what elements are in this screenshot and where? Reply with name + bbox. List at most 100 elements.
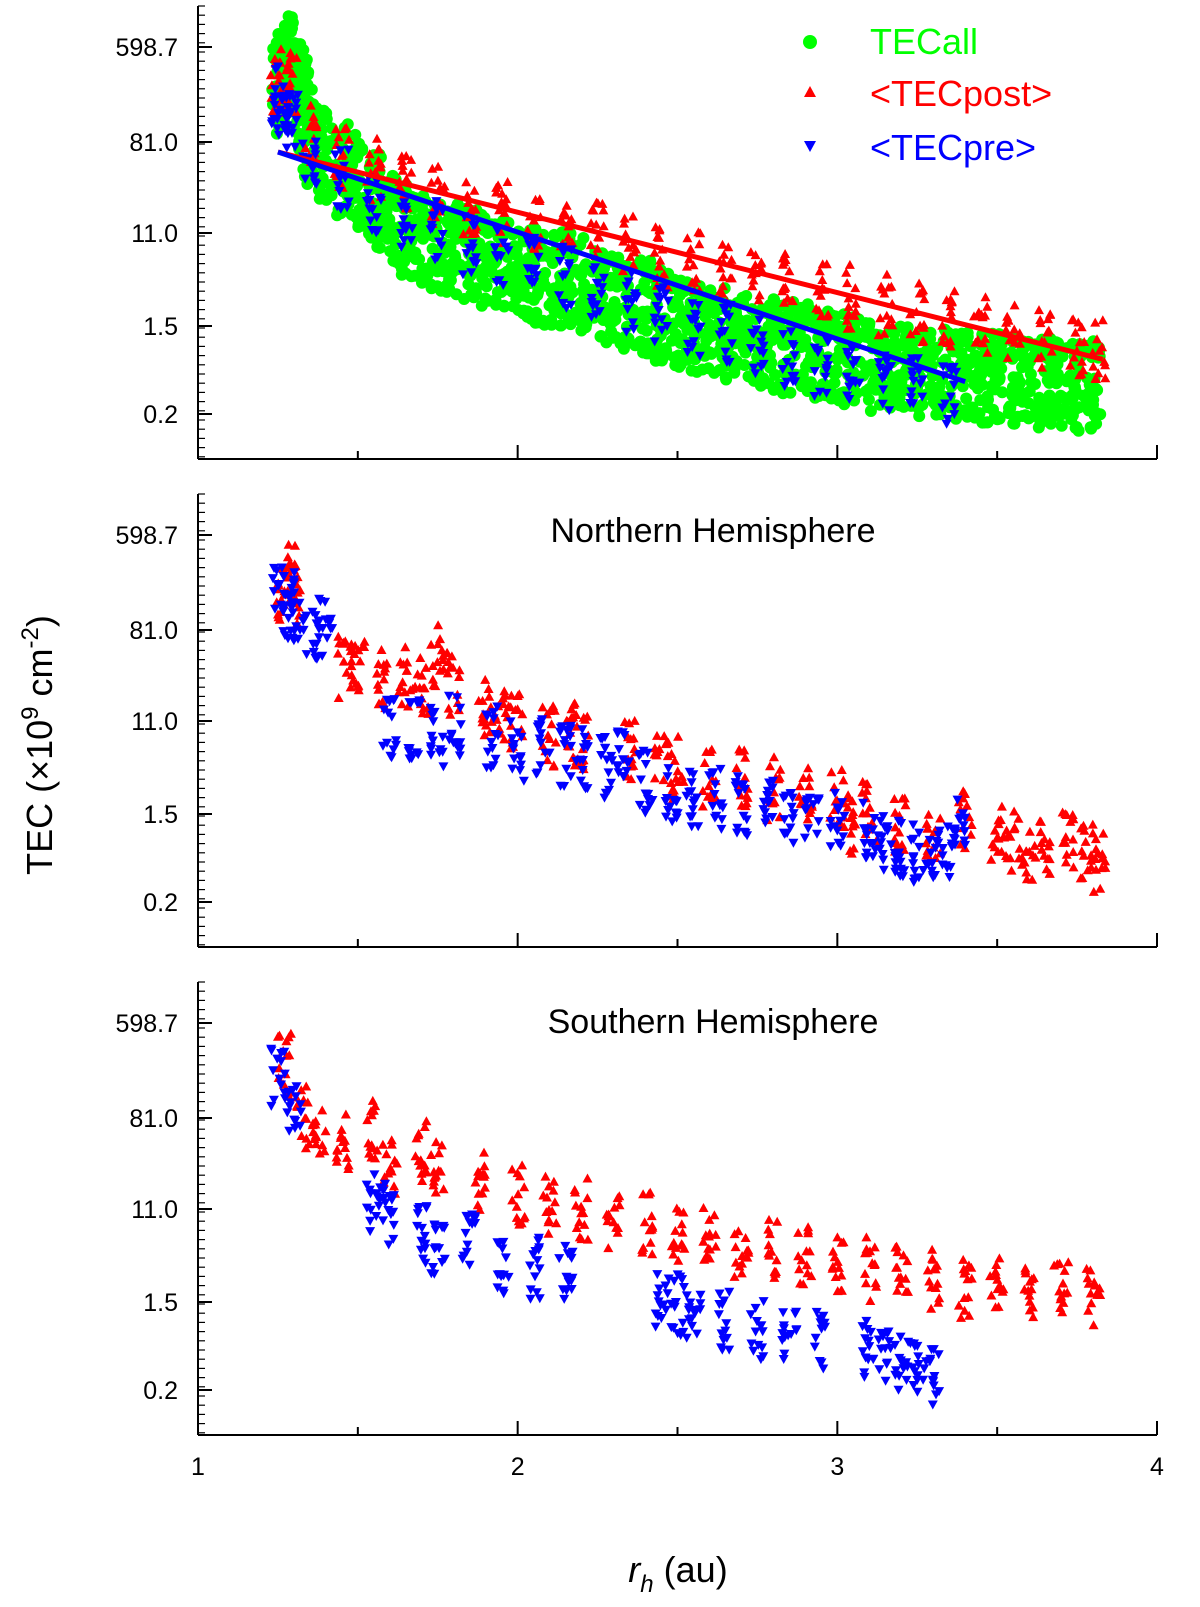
data-point	[548, 1176, 559, 1186]
data-point	[548, 761, 559, 771]
data-point	[732, 823, 743, 833]
data-point	[314, 633, 324, 643]
data-point	[703, 781, 714, 791]
data-point	[715, 263, 726, 273]
data-point	[1009, 806, 1020, 816]
data-point	[743, 1245, 754, 1255]
data-point	[745, 247, 756, 257]
data-point	[893, 1385, 904, 1395]
data-point	[769, 752, 779, 762]
data-point	[462, 278, 475, 291]
data-point	[543, 730, 553, 740]
data-point	[768, 776, 778, 786]
data-point	[413, 1130, 424, 1140]
data-point	[629, 715, 640, 725]
data-point	[879, 372, 890, 382]
x-axis-title-symbol: r	[628, 1549, 642, 1590]
data-point	[600, 743, 611, 753]
data-point	[496, 197, 507, 207]
data-point	[289, 568, 300, 578]
data-point	[716, 824, 727, 834]
data-point	[434, 237, 444, 247]
data-point	[791, 1307, 802, 1317]
data-point	[803, 763, 814, 773]
data-point	[596, 289, 607, 299]
data-point	[537, 702, 548, 712]
fit-line-tecprefit	[277, 149, 966, 384]
data-point	[533, 1245, 544, 1255]
data-point	[843, 301, 854, 311]
data-point	[490, 754, 501, 764]
data-point	[298, 616, 309, 626]
data-point	[669, 352, 682, 365]
data-point	[655, 255, 666, 265]
data-point	[585, 240, 596, 250]
data-point	[958, 1264, 969, 1274]
data-point	[276, 1080, 286, 1090]
data-point	[650, 318, 661, 328]
x-axis-title-unit: (au)	[664, 1549, 728, 1590]
data-point	[674, 289, 686, 301]
data-point	[687, 315, 698, 325]
data-point	[438, 762, 449, 772]
data-point	[895, 1278, 906, 1288]
data-point	[739, 346, 752, 359]
data-point	[993, 815, 1004, 825]
data-point	[750, 1303, 761, 1313]
x-tick-label: 1	[191, 1453, 205, 1481]
data-point	[794, 331, 807, 344]
data-point	[666, 749, 677, 758]
data-point	[366, 1152, 377, 1162]
data-point	[842, 278, 853, 288]
data-point	[671, 1203, 682, 1213]
data-point	[509, 754, 520, 764]
data-point	[439, 181, 450, 191]
data-point	[1021, 867, 1032, 877]
data-point	[330, 150, 341, 160]
data-point	[909, 874, 920, 884]
data-point	[1024, 1276, 1035, 1286]
data-point	[604, 785, 614, 795]
data-point	[304, 1139, 315, 1149]
data-point	[333, 693, 344, 702]
data-point	[1002, 352, 1013, 362]
data-point	[883, 319, 894, 329]
data-point	[396, 229, 407, 238]
data-point	[789, 351, 800, 361]
data-point	[320, 193, 333, 206]
data-point	[605, 250, 618, 263]
data-point	[638, 746, 649, 756]
data-point	[913, 1352, 924, 1362]
data-point	[941, 419, 952, 429]
data-point	[915, 379, 926, 389]
data-point	[505, 261, 518, 274]
data-point	[506, 690, 517, 700]
data-point	[384, 1192, 395, 1201]
data-point	[1069, 352, 1079, 362]
data-point	[296, 1085, 307, 1095]
data-point	[301, 68, 314, 81]
data-point	[682, 348, 693, 357]
data-point	[661, 812, 671, 822]
data-point	[348, 675, 359, 685]
data-point	[402, 657, 413, 667]
data-point	[876, 1328, 887, 1338]
data-point	[628, 260, 639, 269]
data-point	[660, 1281, 671, 1291]
data-point	[1089, 1277, 1100, 1287]
data-point	[627, 297, 638, 307]
data-point	[1049, 369, 1062, 382]
data-point	[1028, 1312, 1039, 1322]
data-point	[317, 1105, 328, 1115]
data-point	[933, 838, 944, 848]
data-point	[434, 748, 445, 758]
data-point	[586, 218, 597, 228]
data-point	[434, 1148, 444, 1158]
data-point	[421, 1116, 432, 1126]
data-point	[662, 322, 672, 331]
data-point	[802, 1268, 813, 1278]
data-point	[938, 331, 949, 341]
data-point	[715, 764, 726, 774]
data-point	[445, 709, 456, 719]
data-point	[530, 1272, 540, 1282]
